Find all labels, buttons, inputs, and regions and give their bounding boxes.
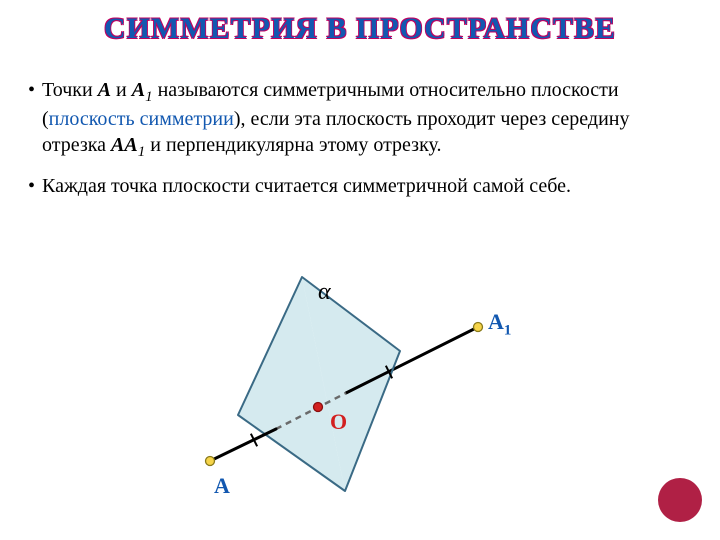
body-text: Точки А и А1 называются симметричными от…: [28, 78, 688, 212]
diagram: α О А А1: [170, 265, 530, 505]
label-alpha: α: [318, 279, 331, 305]
p1-term: плоскость симметрии: [49, 108, 234, 130]
point-A: [206, 457, 215, 466]
label-A1: А1: [488, 309, 511, 339]
slide: СИММЕТРИЯ В ПРОСТРАНСТВЕ Точки А и А1 на…: [0, 0, 720, 540]
p1-before: Точки: [42, 79, 98, 101]
p1-A: А: [98, 79, 111, 101]
corner-decoration: [658, 478, 702, 522]
label-A: А: [214, 473, 230, 498]
p1-A1-sub: 1: [145, 89, 153, 105]
point-A1: [474, 323, 483, 332]
diagram-svg: α О А А1: [170, 265, 530, 505]
p1-and: и: [111, 79, 132, 101]
p1-AA1: АА: [111, 134, 138, 156]
slide-title: СИММЕТРИЯ В ПРОСТРАНСТВЕ: [0, 12, 720, 46]
point-O: [314, 403, 323, 412]
p1-A1: А: [132, 79, 145, 101]
paragraph-1: Точки А и А1 называются симметричными от…: [28, 78, 688, 162]
label-O: О: [330, 409, 347, 434]
p1-end: и перпендикулярна этому отрезку.: [145, 134, 441, 156]
paragraph-2: Каждая точка плоскости считается симметр…: [28, 174, 688, 200]
segment-front: [210, 429, 276, 461]
